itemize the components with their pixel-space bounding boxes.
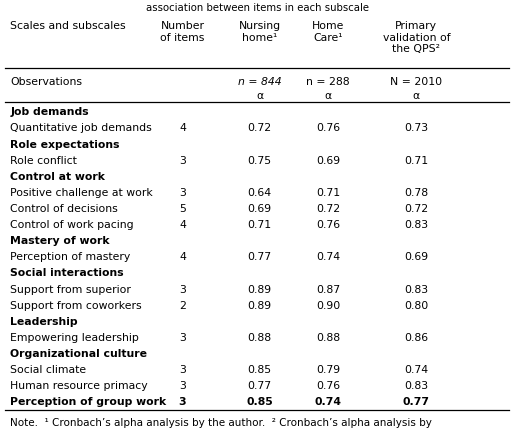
Text: 0.71: 0.71 [405,155,428,166]
Text: 3: 3 [179,285,186,295]
Text: Primary
validation of
the QPS²: Primary validation of the QPS² [382,21,450,54]
Text: Perception of mastery: Perception of mastery [10,252,131,262]
Text: 0.76: 0.76 [316,124,340,134]
Text: Role expectations: Role expectations [10,140,120,149]
Text: 0.85: 0.85 [248,365,271,375]
Text: Human resource primacy: Human resource primacy [10,381,148,391]
Text: Social interactions: Social interactions [10,268,124,279]
Text: 0.86: 0.86 [405,333,428,343]
Text: 0.83: 0.83 [405,285,428,295]
Text: Organizational culture: Organizational culture [10,349,148,359]
Text: 3: 3 [179,397,186,407]
Text: 0.78: 0.78 [405,188,428,198]
Text: 3: 3 [179,365,186,375]
Text: Empowering leadership: Empowering leadership [10,333,139,343]
Text: association between items in each subscale: association between items in each subsca… [145,3,369,13]
Text: Nursing
home¹: Nursing home¹ [238,21,281,42]
Text: 2: 2 [179,301,186,311]
Text: 0.79: 0.79 [316,365,340,375]
Text: 0.72: 0.72 [248,124,271,134]
Text: 0.89: 0.89 [248,285,271,295]
Text: 0.83: 0.83 [405,220,428,230]
Text: Observations: Observations [10,77,82,87]
Text: α: α [324,91,332,101]
Text: 0.69: 0.69 [248,204,271,214]
Text: 0.88: 0.88 [316,333,340,343]
Text: Leadership: Leadership [10,317,78,327]
Text: N = 2010: N = 2010 [390,77,443,87]
Text: Support from coworkers: Support from coworkers [10,301,142,311]
Text: Number
of items: Number of items [160,21,205,42]
Text: Control of decisions: Control of decisions [10,204,118,214]
Text: 3: 3 [179,333,186,343]
Text: n = 288: n = 288 [306,77,350,87]
Text: 0.90: 0.90 [316,301,340,311]
Text: 0.71: 0.71 [316,188,340,198]
Text: α: α [413,91,420,101]
Text: 4: 4 [179,220,186,230]
Text: 0.80: 0.80 [404,301,429,311]
Text: Role conflict: Role conflict [10,155,77,166]
Text: 0.69: 0.69 [316,155,340,166]
Text: 0.74: 0.74 [315,397,341,407]
Text: n = 844: n = 844 [238,77,281,87]
Text: Control at work: Control at work [10,172,105,182]
Text: 0.88: 0.88 [248,333,271,343]
Text: 0.76: 0.76 [316,381,340,391]
Text: Control of work pacing: Control of work pacing [10,220,134,230]
Text: Support from superior: Support from superior [10,285,131,295]
Text: 0.74: 0.74 [316,252,340,262]
Text: 0.74: 0.74 [405,365,428,375]
Text: Perception of group work: Perception of group work [10,397,167,407]
Text: 0.89: 0.89 [248,301,271,311]
Text: 0.73: 0.73 [405,124,428,134]
Text: 4: 4 [179,124,186,134]
Text: 0.76: 0.76 [316,220,340,230]
Text: Positive challenge at work: Positive challenge at work [10,188,153,198]
Text: 0.85: 0.85 [246,397,273,407]
Text: Note.  ¹ Cronbach’s alpha analysis by the author.  ² Cronbach’s alpha analysis b: Note. ¹ Cronbach’s alpha analysis by the… [10,418,432,428]
Text: 0.77: 0.77 [248,252,271,262]
Text: 0.69: 0.69 [405,252,428,262]
Text: Quantitative job demands: Quantitative job demands [10,124,152,134]
Text: 0.71: 0.71 [248,220,271,230]
Text: Job demands: Job demands [10,107,89,117]
Text: α: α [256,91,263,101]
Text: 0.72: 0.72 [316,204,340,214]
Text: 0.77: 0.77 [403,397,430,407]
Text: 3: 3 [179,188,186,198]
Text: 5: 5 [179,204,186,214]
Text: 0.83: 0.83 [405,381,428,391]
Text: Social climate: Social climate [10,365,86,375]
Text: 4: 4 [179,252,186,262]
Text: 0.72: 0.72 [405,204,428,214]
Text: Scales and subscales: Scales and subscales [10,21,126,31]
Text: 0.75: 0.75 [248,155,271,166]
Text: 0.87: 0.87 [316,285,340,295]
Text: 0.64: 0.64 [248,188,271,198]
Text: Home
Care¹: Home Care¹ [312,21,344,42]
Text: 3: 3 [179,381,186,391]
Text: 0.77: 0.77 [248,381,271,391]
Text: 3: 3 [179,155,186,166]
Text: Mastery of work: Mastery of work [10,236,110,246]
